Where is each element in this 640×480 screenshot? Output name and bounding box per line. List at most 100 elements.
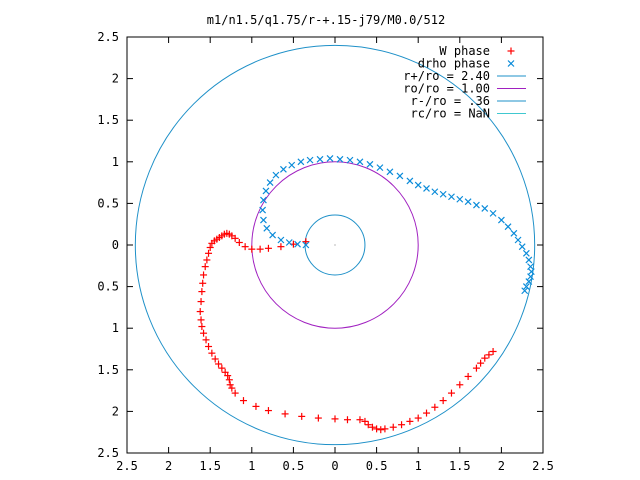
- w-phase-point: [281, 410, 289, 418]
- drho-phase-point: [396, 172, 404, 180]
- drho-phase-point: [272, 171, 280, 179]
- w-phase-point: [200, 329, 208, 337]
- w-phase-point: [364, 421, 372, 429]
- drho-phase-point: [448, 193, 455, 201]
- w-phase-point: [206, 243, 214, 251]
- drho-phase-point: [306, 156, 314, 164]
- y-tick-label: 2: [112, 404, 119, 418]
- w-phase-point: [252, 402, 260, 410]
- w-phase-point: [201, 263, 209, 271]
- w-phase-point: [477, 359, 485, 367]
- y-tick-label: 0: [112, 238, 119, 252]
- legend-label: r+/ro = 2.40: [403, 69, 490, 83]
- y-tick-label: 0.5: [97, 196, 119, 210]
- y-tick-label: 2.5: [97, 30, 119, 44]
- drho-phase-point: [260, 196, 267, 204]
- drho-phase-point: [294, 240, 301, 248]
- x-tick-label: 2.5: [116, 459, 138, 473]
- w-phase-point: [226, 381, 234, 389]
- chart-title: m1/n1.5/q1.75/r-+.15-j79/M0.0/512: [207, 13, 445, 27]
- drho-phase-point: [510, 229, 518, 237]
- drho-phase-point: [356, 158, 364, 166]
- w-phase-point: [381, 425, 389, 433]
- x-tick-label: 0.5: [366, 459, 388, 473]
- y-tick-label: 1: [112, 321, 119, 335]
- drho-phase-point: [288, 161, 296, 169]
- w-phase-point: [198, 323, 206, 331]
- drho-phase-point: [518, 243, 526, 251]
- legend-label: rc/ro = NaN: [411, 107, 490, 121]
- w-phase-point: [264, 244, 272, 252]
- w-phase-point: [277, 243, 285, 251]
- x-tick-label: 2.5: [532, 459, 554, 473]
- w-phase-point: [200, 271, 208, 279]
- drho-phase-point: [522, 249, 530, 257]
- w-phase-point: [203, 256, 211, 264]
- w-phase-point: [456, 381, 464, 389]
- w-phase-point: [205, 249, 213, 257]
- drho-phase-point: [260, 216, 267, 224]
- drho-phase-point: [326, 155, 334, 162]
- y-tick-label: 1: [112, 155, 119, 169]
- drho-phase-point: [439, 190, 447, 198]
- drho-phase-point: [525, 278, 533, 286]
- w-phase-point: [298, 412, 306, 420]
- w-phase-point: [215, 360, 223, 368]
- w-phase-point: [389, 423, 397, 431]
- drho-phase-point: [262, 187, 270, 195]
- w-phase-point: [406, 417, 414, 425]
- w-phase-point: [368, 423, 376, 431]
- x-tick-label: 1.5: [199, 459, 221, 473]
- drho-phase-point: [525, 256, 533, 264]
- w-phase-point: [205, 343, 213, 351]
- w-phase-point: [256, 245, 264, 253]
- legend-label: drho phase: [418, 57, 490, 71]
- drho-phase-point: [489, 209, 497, 217]
- w-phase-point: [198, 288, 206, 296]
- w-phase-point: [314, 414, 322, 422]
- w-phase-point: [377, 426, 385, 434]
- drho-phase-point: [522, 283, 530, 291]
- w-phase-point: [464, 372, 472, 380]
- data-series: [196, 155, 535, 434]
- drho-phase-point: [279, 165, 287, 173]
- drho-phase-point: [316, 155, 324, 163]
- drho-phase-point: [521, 287, 529, 295]
- drho-phase-point: [269, 231, 277, 239]
- w-phase-point: [241, 243, 249, 251]
- w-phase-point: [343, 416, 351, 424]
- w-phase-point: [211, 355, 219, 363]
- w-phase-point: [208, 239, 216, 247]
- y-tick-label: 2.5: [97, 446, 119, 460]
- legend-label: W phase: [439, 44, 490, 58]
- w-phase-point: [447, 389, 455, 397]
- x-tick-label: 2: [498, 459, 505, 473]
- w-phase-point: [228, 384, 236, 392]
- legend-label: r-/ro = .36: [411, 94, 490, 108]
- y-tick-label: 1.5: [97, 113, 119, 127]
- origin-point: [334, 244, 336, 246]
- x-tick-label: 1: [248, 459, 255, 473]
- axis-ticks: 2.5 2 1.5 1 0.5 0 0.5 1 1.5 2 2.52.521.510.500.511…: [97, 30, 554, 473]
- y-tick-label: 2: [112, 72, 119, 86]
- drho-phase-point: [336, 155, 344, 163]
- drho-phase-point: [473, 201, 480, 209]
- drho-phase-point: [507, 60, 515, 67]
- drho-phase-point: [263, 224, 271, 232]
- w-phase-point: [218, 364, 226, 372]
- drho-phase-point: [266, 179, 274, 187]
- circle-r-ring: [134, 44, 536, 446]
- w-phase-point: [423, 409, 431, 417]
- legend-label: ro/ro = 1.00: [403, 82, 490, 96]
- drho-phase-point: [527, 273, 534, 281]
- drho-phase-point: [285, 239, 293, 246]
- drho-phase-point: [346, 156, 354, 164]
- drho-phase-point: [497, 216, 505, 224]
- drho-phase-point: [277, 236, 285, 244]
- x-tick-label: 2: [165, 459, 172, 473]
- w-phase-point: [489, 347, 497, 355]
- w-phase-point: [248, 245, 256, 253]
- drho-phase-point: [431, 188, 439, 196]
- w-phase-point: [225, 376, 233, 384]
- w-phase-point: [196, 308, 204, 316]
